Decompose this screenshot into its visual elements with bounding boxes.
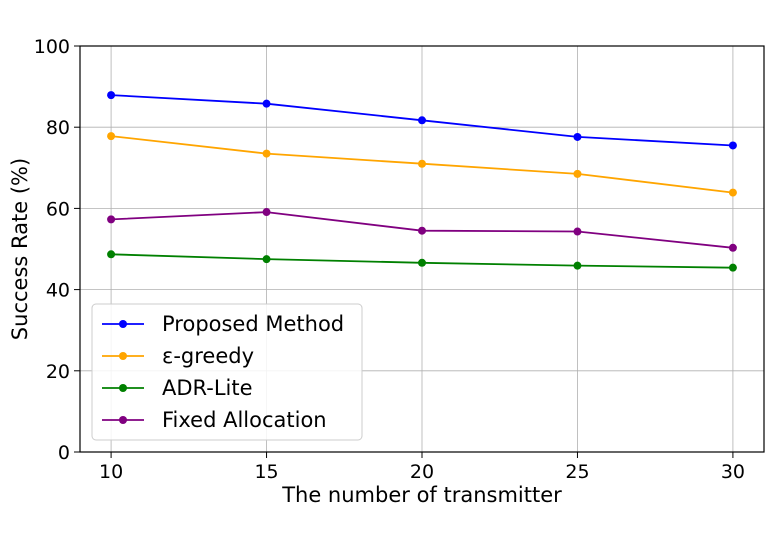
y-tick-label: 0	[58, 442, 70, 464]
x-axis-label: The number of transmitter	[281, 483, 562, 507]
x-tick-label: 15	[254, 461, 278, 483]
data-point	[262, 208, 271, 217]
y-tick-label: 60	[46, 198, 70, 220]
y-axis-ticks: 0 20 40 60 80 100	[34, 36, 80, 464]
legend-marker	[119, 352, 127, 360]
legend-box	[91, 303, 363, 441]
y-axis-label: Success Rate (%)	[8, 158, 32, 340]
data-point	[728, 263, 737, 272]
data-point	[107, 91, 116, 100]
data-point	[107, 132, 116, 141]
x-tick-label: 10	[99, 461, 123, 483]
legend: Proposed Method ε-greedy ADR-Lite Fixed All…	[91, 303, 363, 441]
legend-label: ADR-Lite	[162, 376, 253, 400]
x-tick-label: 25	[565, 461, 589, 483]
x-axis-ticks: 10 15 20 25 30	[99, 452, 745, 483]
y-tick-label: 40	[46, 280, 70, 302]
legend-label: ε-greedy	[162, 344, 254, 368]
data-point	[262, 99, 271, 108]
data-point	[418, 226, 426, 235]
legend-marker	[119, 416, 127, 424]
data-point	[107, 250, 116, 259]
y-tick-label: 80	[46, 117, 70, 139]
data-point	[262, 255, 271, 264]
data-point	[728, 243, 737, 252]
data-point	[262, 149, 271, 158]
data-point	[573, 261, 582, 270]
data-point	[418, 258, 426, 267]
data-point	[107, 215, 116, 224]
data-point	[418, 116, 426, 125]
series-points	[107, 91, 737, 272]
data-point	[418, 159, 426, 168]
legend-marker	[119, 384, 127, 392]
legend-marker	[119, 320, 127, 328]
legend-label: Fixed Allocation	[162, 408, 327, 432]
y-tick-label: 20	[46, 361, 70, 383]
x-tick-label: 30	[721, 461, 745, 483]
data-point	[573, 132, 582, 141]
data-point	[573, 227, 582, 236]
data-point	[728, 141, 737, 150]
data-point	[728, 188, 737, 197]
x-tick-label: 20	[410, 461, 434, 483]
y-tick-label: 100	[34, 36, 70, 58]
legend-label: Proposed Method	[162, 312, 344, 336]
data-point	[573, 169, 582, 178]
